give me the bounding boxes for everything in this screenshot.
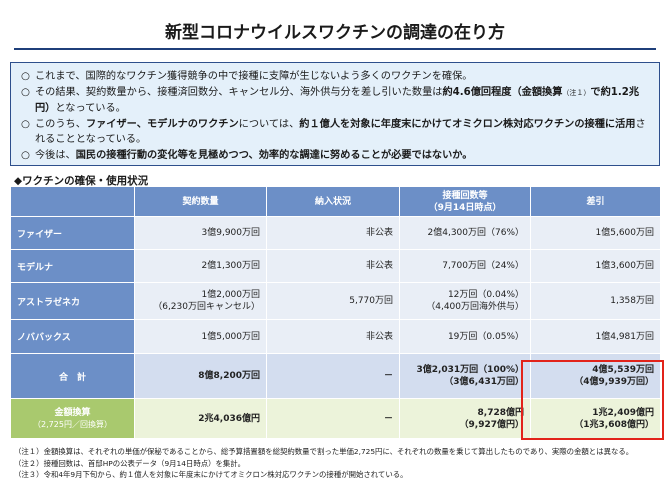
summary-text: その結果、契約数量から、接種済回数分、キャンセル分、海外供与分を差し引いた数量は… xyxy=(35,86,640,115)
table-cell: 1億4,981万回 xyxy=(530,319,661,354)
header-vaccinations: 接種回数等 （9月14日時点） xyxy=(399,186,531,217)
table-row: アストラゼネカ 1億2,000万回 （6,230万回キャンセル） 5,770万回 12万… xyxy=(10,282,661,320)
section-label: ◆ワクチンの確保・使用状況 xyxy=(14,175,149,187)
header-contract: 契約数量 xyxy=(134,186,267,217)
summary-bullet: ○ xyxy=(21,149,30,161)
table-cell: 非公表 xyxy=(266,216,400,250)
table-cell: 8,728億円 （9,927億円） xyxy=(399,398,531,439)
summary-box: ○ これまで、国際的なワクチン獲得競争の中で接種に支障が生じないよう多くのワクチン… xyxy=(10,62,660,166)
title-divider xyxy=(14,48,656,50)
row-label: 金額換算 （2,725円／回換算） xyxy=(10,398,135,439)
row-label: モデルナ xyxy=(10,249,135,283)
vaccine-table: 契約数量 納入状況 接種回数等 （9月14日時点） 差引 ファイザー 3億9,900… xyxy=(10,186,661,439)
footnotes: （注１）金額換算は、それぞれの単価が保秘であることから、総予算措置額を総契約数量… xyxy=(14,446,660,481)
summary-line: ○ 今後は、国民の接種行動の変化等を見極めつつ、効率的な調達に努めることが必要では… xyxy=(21,148,649,164)
table-cell: 非公表 xyxy=(266,249,400,283)
table-cell: 19万回（0.05%） xyxy=(399,319,531,354)
row-label: 合 計 xyxy=(10,353,135,399)
row-label: アストラゼネカ xyxy=(10,282,135,320)
table-cell: 4億5,539万回 （4億9,939万回） xyxy=(530,353,661,399)
table-cell: 3億2,031万回（100%） （3億6,431万回） xyxy=(399,353,531,399)
table-cell: 2兆4,036億円 xyxy=(134,398,267,439)
table-cell: － xyxy=(266,398,400,439)
table-row: モデルナ 2億1,300万回 非公表 7,700万回（24%） 1億3,600万回 xyxy=(10,249,661,283)
table-cell: 7,700万回（24%） xyxy=(399,249,531,283)
summary-text: このうち、ファイザー、モデルナのワクチンについては、約１億人を対象に年度末にかけ… xyxy=(35,118,646,146)
table-cell: － xyxy=(266,353,400,399)
summary-text: 今後は、国民の接種行動の変化等を見極めつつ、効率的な調達に努めることが必要ではな… xyxy=(35,149,473,161)
header-delivery: 納入状況 xyxy=(266,186,400,217)
footnote: （注３）令和4年9月下旬から、約１億人を対象に年度末にかけてオミクロン株対応ワク… xyxy=(14,470,408,479)
table-cell: 1兆2,409億円 （1兆3,608億円） xyxy=(530,398,661,439)
table-row: ファイザー 3億9,900万回 非公表 2億4,300万回（76%） 1億5,600万回 xyxy=(10,216,661,250)
table-cell: 12万回（0.04%） （4,400万回海外供与） xyxy=(399,282,531,320)
table-cell: 3億9,900万回 xyxy=(134,216,267,250)
table-cell: 1億3,600万回 xyxy=(530,249,661,283)
header-corner xyxy=(10,186,135,217)
table-cell: 5,770万回 xyxy=(266,282,400,320)
table-cell: 1億5,600万回 xyxy=(530,216,661,250)
table-cell: 2億1,300万回 xyxy=(134,249,267,283)
table-cell: 1,358万回 xyxy=(530,282,661,320)
table-cell: 1億5,000万回 xyxy=(134,319,267,354)
table-cell: 非公表 xyxy=(266,319,400,354)
footnote: （注１）金額換算は、それぞれの単価が保秘であることから、総予算措置額を総契約数量… xyxy=(14,447,634,456)
table-cell: 8億8,200万回 xyxy=(134,353,267,399)
table-cell: 1億2,000万回 （6,230万回キャンセル） xyxy=(134,282,267,320)
table-row: 合 計 8億8,200万回－ 3億2,031万回（100%） （3億6,431万回） 4… xyxy=(10,353,661,399)
summary-bullet: ○ xyxy=(21,118,30,130)
summary-text: これまで、国際的なワクチン獲得競争の中で接種に支障が生じないよう多くのワクチンを… xyxy=(35,71,473,82)
row-label: ノババックス xyxy=(10,319,135,354)
row-label: ファイザー xyxy=(10,216,135,250)
table-row: 金額換算 （2,725円／回換算） 2兆4,036億円－ 8,728億円 （9,927億… xyxy=(10,398,661,439)
page-title: 新型コロナウイルスワクチンの調達の在り方 xyxy=(165,23,505,43)
summary-line: ○ その結果、契約数量から、接種済回数分、キャンセル分、海外供与分を差し引いた数量… xyxy=(21,85,649,117)
summary-line: ○ これまで、国際的なワクチン獲得競争の中で接種に支障が生じないよう多くのワクチン… xyxy=(21,69,649,85)
summary-bullet: ○ xyxy=(21,86,30,98)
summary-bullet: ○ xyxy=(21,71,30,82)
table-cell: 2億4,300万回（76%） xyxy=(399,216,531,250)
header-difference: 差引 xyxy=(530,186,661,217)
table-row: ノババックス 1億5,000万回 非公表 19万回（0.05%） 1億4,981万回 xyxy=(10,319,661,354)
footnote: （注２）接種回数は、首邸HPの公表データ（9月14日時点）を集計。 xyxy=(14,458,246,468)
summary-line: ○ このうち、ファイザー、モデルナのワクチンについては、約１億人を対象に年度末にか… xyxy=(21,117,649,148)
